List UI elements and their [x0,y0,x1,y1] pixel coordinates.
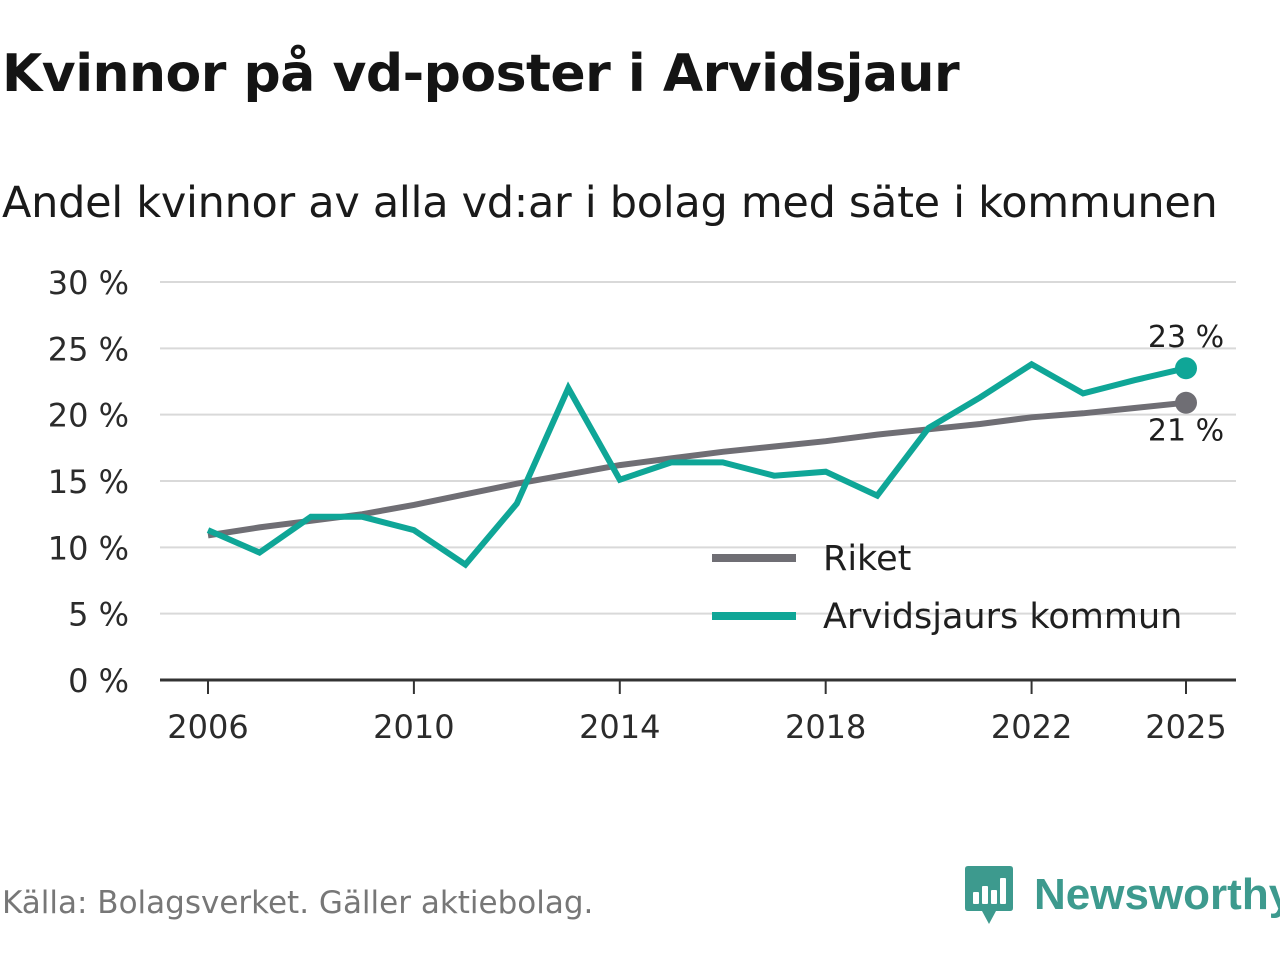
kommun-end-label: 23 % [1148,320,1224,355]
kommun-end-marker [1175,357,1197,380]
brand-name: Newsworthy [1034,870,1280,919]
x-tick-label: 2014 [579,708,660,746]
riket-end-label: 21 % [1148,414,1224,449]
kommun-line [206,360,1187,569]
source-note: Källa: Bolagsverket. Gäller aktiebolag. [2,885,594,921]
riket-end-marker [1175,391,1197,414]
x-tick-label: 2006 [167,708,248,746]
newsworthy-logo-icon [965,866,1013,924]
y-tick-label: 30 % [48,264,129,302]
y-tick-label: 5 % [68,596,129,634]
legend-label-riket: Riket [823,539,911,579]
x-tick-label: 2010 [373,708,454,746]
y-tick-label: 25 % [48,330,129,368]
chart-subtitle: Andel kvinnor av alla vd:ar i bolag med … [2,178,1218,228]
y-tick-label: 15 % [48,463,129,501]
riket-line [207,399,1187,539]
chart-title: Kvinnor på vd-poster i Arvidsjaur [2,44,960,104]
x-tick-label: 2022 [991,708,1072,746]
x-tick-label: 2018 [785,708,866,746]
legend-label-kommun: Arvidsjaurs kommun [823,597,1182,637]
y-tick-label: 0 % [68,662,129,700]
y-tick-label: 10 % [48,529,129,567]
newsworthy-logo: Newsworthy [964,864,1280,926]
x-tick-label: 2025 [1145,708,1226,746]
y-tick-label: 20 % [48,397,129,435]
